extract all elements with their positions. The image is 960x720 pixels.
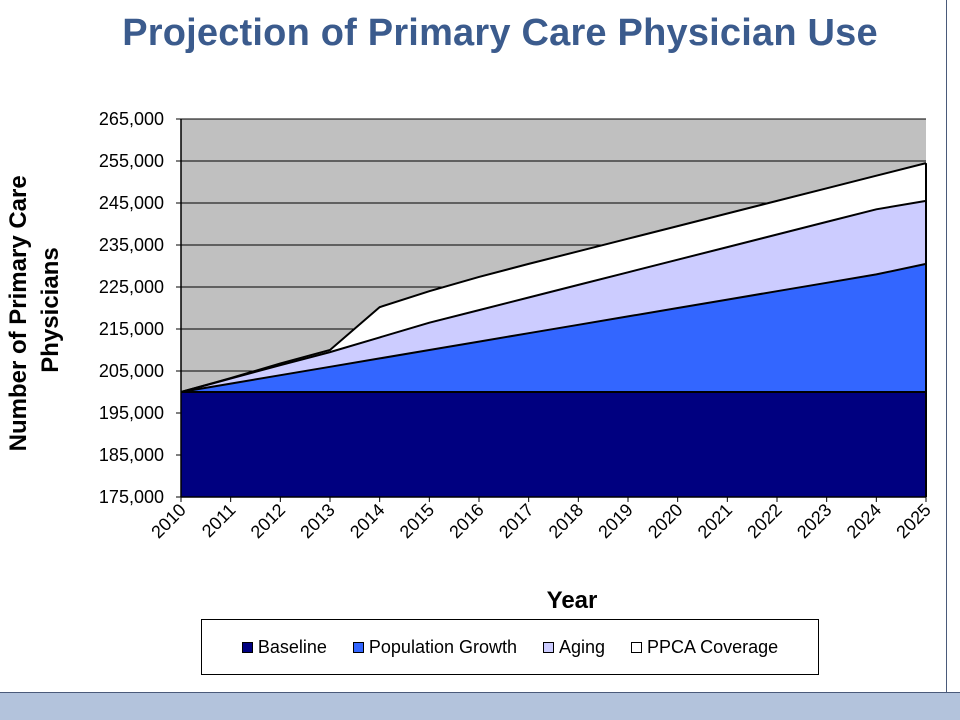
legend-label: Aging: [559, 636, 606, 657]
x-tick-label: 2011: [198, 500, 240, 542]
y-tick-label: 185,000: [99, 445, 164, 465]
legend-label: Baseline: [257, 636, 327, 657]
x-tick-label: 2017: [495, 500, 537, 542]
series-line-ppca-coverage: [180, 162, 927, 393]
legend-label: PPCA Coverage: [647, 636, 779, 657]
legend: Baseline Population Growth Aging PPCA Cover…: [201, 619, 819, 675]
y-tick-label: 215,000: [99, 319, 164, 339]
legend-item-population-growth: Population Growth: [352, 636, 517, 658]
x-tick-label: 2024: [843, 500, 885, 542]
legend-swatch: [241, 641, 253, 653]
y-tick-label: 205,000: [99, 361, 164, 381]
chart-title: Projection of Primary Care Physician Use: [122, 12, 878, 54]
x-tick-label: 2012: [247, 500, 289, 542]
legend-swatch: [631, 641, 643, 653]
legend-item-aging: Aging: [543, 637, 605, 658]
legend-swatch: [352, 641, 364, 653]
y-tick-label: 225,000: [99, 277, 164, 297]
x-tick-label: 2025: [892, 500, 934, 542]
x-tick-label: 2021: [694, 500, 736, 542]
y-tick-label: 265,000: [99, 109, 164, 129]
series-line-population-growth: [180, 262, 927, 393]
frame-right-border: [946, 0, 947, 692]
x-tick-label: 2020: [644, 500, 686, 542]
y-axis-title-line-1: Number of Primary Care: [5, 175, 32, 451]
x-tick-label: 2015: [396, 500, 438, 542]
footer-bar: [0, 692, 960, 720]
x-tick-label: 2018: [545, 500, 587, 542]
area-chart: 175,000 185,000 195,000 205,000 215,000 225,0…: [5, 109, 935, 614]
y-tick-label: 195,000: [99, 403, 164, 423]
x-tick-label: 2014: [346, 500, 388, 542]
area-aging: [181, 200, 926, 392]
y-tick-label: 175,000: [99, 487, 164, 507]
x-tick-label: 2022: [743, 500, 785, 542]
x-tick-label: 2013: [296, 500, 338, 542]
legend-item-baseline: Baseline: [241, 636, 327, 658]
legend-label: Population Growth: [368, 636, 517, 657]
x-axis-title: Year: [547, 587, 598, 614]
x-tick-label: 2016: [445, 500, 487, 542]
series-line-aging: [180, 199, 927, 393]
y-tick-label: 255,000: [99, 151, 164, 171]
legend-swatch: [543, 641, 554, 653]
x-tick-label: 2023: [793, 500, 835, 542]
y-axis-title-line-2: Physicians: [37, 247, 64, 372]
area-population-growth: [181, 263, 926, 392]
area-baseline: [181, 392, 926, 497]
y-tick-label: 245,000: [99, 193, 164, 213]
legend-item-ppca-coverage: PPCA Coverage: [631, 637, 778, 658]
x-tick-label: 2019: [594, 500, 636, 542]
y-tick-label: 235,000: [99, 235, 164, 255]
y-axis-title: Number of Primary Care Physicians: [5, 169, 64, 452]
area-ppca-coverage: [181, 163, 926, 392]
